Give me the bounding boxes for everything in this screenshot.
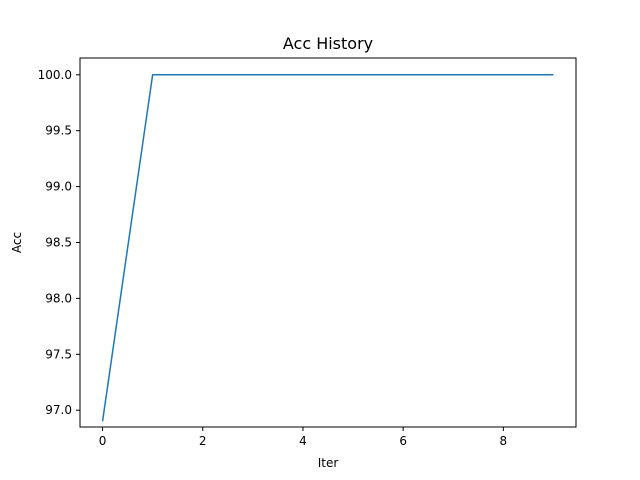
y-axis-label: Acc — [10, 232, 24, 253]
series-line — [101, 74, 554, 422]
x-tick-label: 4 — [299, 434, 307, 448]
y-tick-label: 97.5 — [45, 347, 72, 361]
y-axis-ticks: 97.0 97.5 98.0 98.5 99.0 99.5 100.0 — [38, 68, 80, 417]
y-tick-label: 98.5 — [45, 236, 72, 250]
x-tick-label: 2 — [199, 434, 207, 448]
plot-area-frame — [79, 57, 577, 428]
chart-title: Acc History — [283, 34, 373, 53]
x-tick-label: 8 — [500, 434, 508, 448]
y-tick-label: 100.0 — [38, 68, 72, 82]
y-tick-label: 97.0 — [45, 403, 72, 417]
y-tick-label: 98.0 — [45, 291, 72, 305]
y-tick-label: 99.5 — [45, 124, 72, 138]
x-axis-ticks: 0 2 4 6 8 — [99, 427, 507, 448]
y-tick-label: 99.0 — [45, 180, 72, 194]
x-axis-label: Iter — [318, 456, 339, 470]
x-tick-label: 0 — [99, 434, 107, 448]
series-group — [101, 74, 554, 422]
x-tick-label: 6 — [399, 434, 407, 448]
